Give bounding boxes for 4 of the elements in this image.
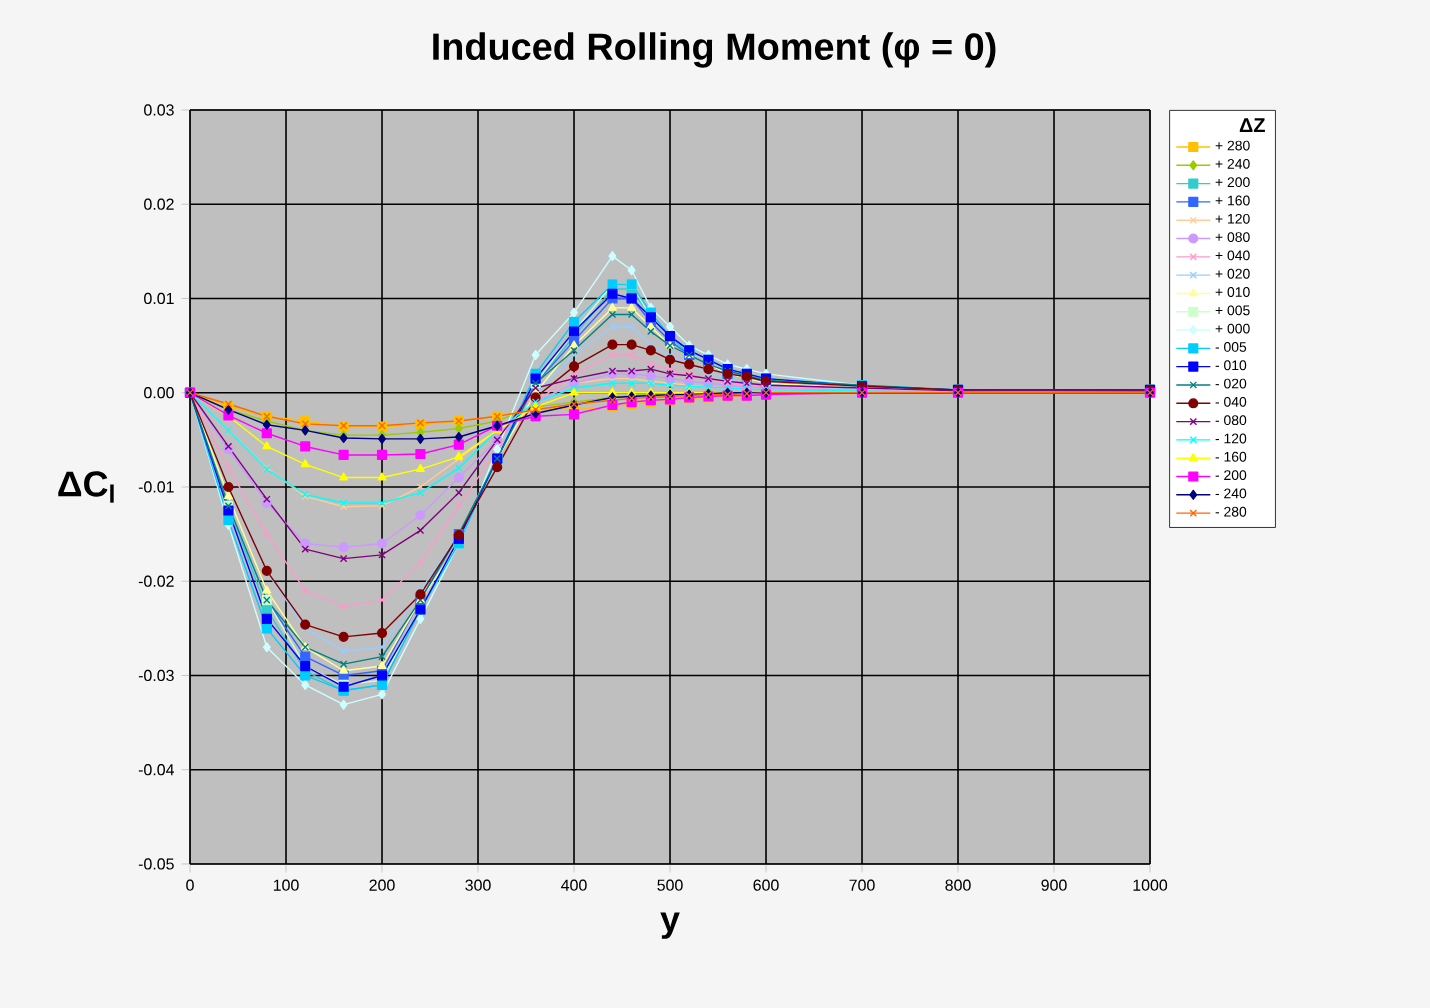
y-axis-title: ΔC$_{l}$	[58, 471, 114, 503]
x-axis-title: y	[660, 912, 680, 939]
chart-title: Induced Rolling Moment (φ = 0)	[433, 32, 996, 68]
legend-title: ΔZ	[1239, 118, 1265, 133]
